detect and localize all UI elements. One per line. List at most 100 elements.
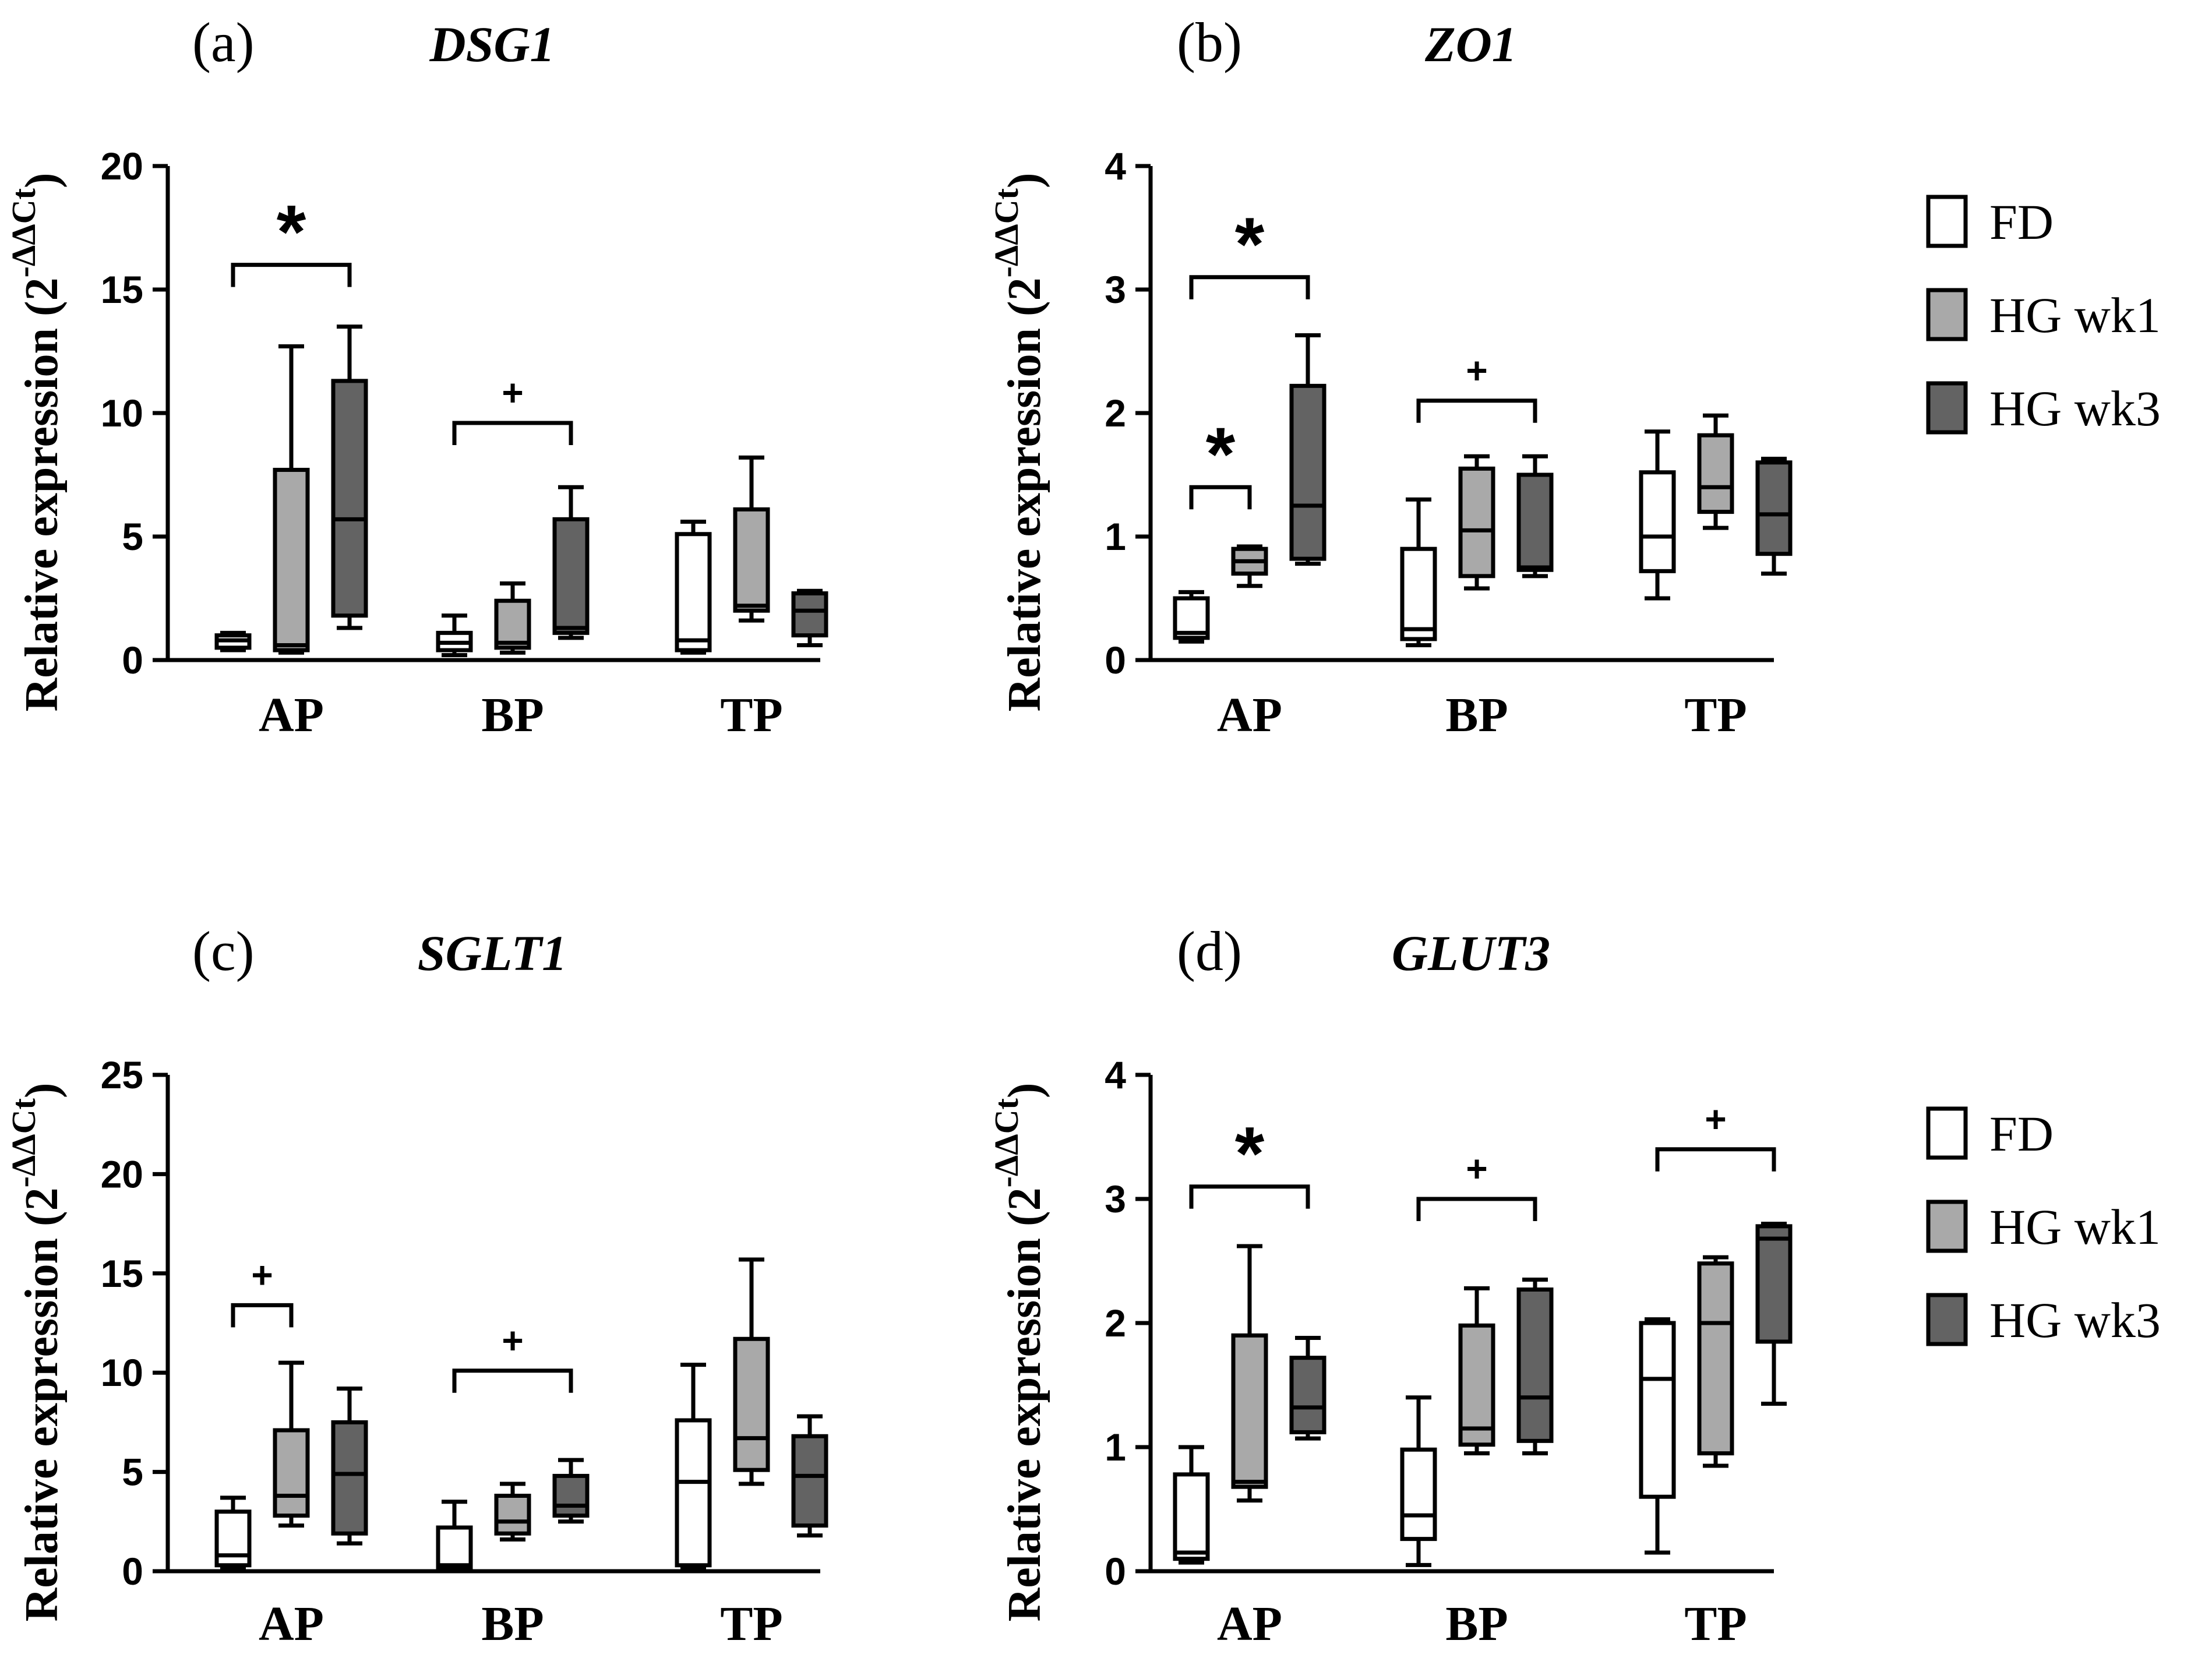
y-tick-label: 15	[101, 1252, 143, 1295]
significance-plus: +	[1466, 1148, 1487, 1190]
category-label: TP	[720, 1597, 782, 1651]
box-iqr	[675, 532, 712, 652]
y-label-superscript: -ΔΔCt	[987, 188, 1025, 277]
box-iqr	[733, 1336, 770, 1472]
box-hg-wk1-ap	[1231, 544, 1268, 588]
significance-bracket: +	[452, 1320, 573, 1393]
significance-plus: +	[502, 1320, 523, 1361]
box-iqr	[791, 1434, 828, 1528]
y-axis-label: Relative expression (2-ΔΔCt)	[5, 1083, 68, 1622]
y-tick-label: 4	[1105, 1053, 1126, 1096]
y-axis-label: Relative expression (2-ΔΔCt)	[5, 173, 68, 712]
y-tick-label: 3	[1105, 268, 1126, 311]
box-hg-wk1-bp	[494, 581, 531, 655]
box-hg-wk1-ap	[273, 344, 310, 655]
bracket-line	[1189, 485, 1252, 510]
box-hg-wk3-ap	[1289, 333, 1327, 566]
legend-label: FD	[1989, 194, 2054, 250]
box-hg-wk3-bp	[552, 1458, 590, 1524]
box-iqr	[494, 1493, 531, 1536]
box-iqr	[552, 1473, 590, 1518]
panel-letter: (d)	[1177, 920, 1242, 982]
legend-swatch	[1926, 1106, 1968, 1160]
box-iqr	[1697, 433, 1734, 514]
significance-bracket: +	[1655, 1098, 1776, 1172]
y-tick-label: 4	[1105, 144, 1126, 188]
box-iqr	[1639, 1321, 1676, 1499]
box-hg-wk3-bp	[1516, 1277, 1554, 1456]
y-tick-label: 25	[101, 1053, 143, 1096]
box-iqr	[1458, 466, 1495, 579]
box-fd-tp	[675, 520, 712, 655]
y-label-superscript: -ΔΔCt	[987, 1098, 1025, 1187]
significance-bracket: +	[231, 1254, 294, 1328]
legend-label: HG wk1	[1989, 287, 2161, 343]
box-iqr	[273, 468, 310, 652]
y-tick-label: 1	[1105, 515, 1126, 558]
box-iqr	[1755, 1224, 1793, 1344]
legend-swatch	[1926, 195, 1968, 248]
box-iqr	[1458, 1323, 1495, 1447]
y-tick-label: 2	[1105, 1301, 1126, 1345]
significance-bracket: *	[1189, 411, 1252, 510]
box-fd-tp	[1639, 1317, 1676, 1555]
significance-star: *	[1235, 1111, 1265, 1196]
legend-bottom: FD HG wk1 HG wk3	[1926, 1106, 2161, 1348]
box-hg-wk3-tp	[791, 1414, 828, 1538]
y-label-close: )	[16, 1083, 68, 1099]
box-fd-bp	[1400, 497, 1437, 648]
legend-swatch	[1926, 1200, 1968, 1253]
box-iqr	[1400, 1447, 1437, 1542]
box-fd-bp	[1400, 1395, 1437, 1567]
bracket-line	[1655, 1147, 1776, 1172]
significance-plus: +	[502, 372, 523, 414]
bracket-line	[231, 263, 352, 287]
panel-letter: (a)	[192, 11, 255, 73]
y-tick-label: 0	[122, 1550, 143, 1593]
category-label: BP	[1445, 688, 1508, 742]
y-tick-label: 15	[101, 268, 143, 311]
bracket-line	[452, 1368, 573, 1393]
box-iqr	[1516, 1287, 1554, 1443]
y-label-main: Relative expression (2	[999, 1187, 1050, 1621]
box-iqr	[675, 1418, 712, 1568]
panel-letter: (b)	[1177, 11, 1242, 73]
box-iqr	[273, 1428, 310, 1518]
box-hg-wk3-ap	[331, 1386, 368, 1546]
box-hg-wk3-ap	[1289, 1336, 1327, 1441]
y-axis-label: Relative expression (2-ΔΔCt)	[987, 1083, 1050, 1622]
bracket-line	[1416, 1197, 1537, 1221]
panel-d: (d) GLUT3 0 1 2 3 4 Relative expression (2-ΔΔCt…	[987, 920, 1793, 1651]
significance-star: *	[1206, 411, 1236, 496]
bracket-line	[231, 1303, 294, 1328]
bracket-line	[1189, 1184, 1310, 1209]
box-iqr	[1400, 546, 1437, 641]
category-label: AP	[1217, 688, 1282, 742]
category-label: AP	[259, 1597, 324, 1651]
y-label-close: )	[999, 173, 1050, 189]
box-fd-ap	[1173, 1445, 1210, 1565]
category-label: BP	[1445, 1597, 1508, 1651]
box-hg-wk1-ap	[273, 1360, 310, 1528]
y-label-superscript: -ΔΔCt	[5, 188, 43, 277]
box-iqr	[1639, 470, 1676, 573]
box-iqr	[1289, 1356, 1327, 1434]
category-label: BP	[481, 688, 544, 742]
significance-plus: +	[251, 1254, 273, 1296]
y-label-main: Relative expression (2	[16, 277, 68, 711]
y-axis-label: Relative expression (2-ΔΔCt)	[987, 173, 1050, 712]
box-fd-ap	[214, 1495, 252, 1569]
box-hg-wk3-tp	[1755, 1222, 1793, 1406]
y-label-superscript: -ΔΔCt	[5, 1098, 43, 1187]
y-tick-label: 1	[1105, 1426, 1126, 1469]
y-tick-label: 10	[101, 1351, 143, 1394]
y-tick-label: 3	[1105, 1177, 1126, 1221]
y-tick-label: 0	[1105, 1550, 1126, 1593]
box-iqr	[1289, 383, 1327, 561]
y-label-main: Relative expression (2	[999, 277, 1050, 711]
y-tick-label: 20	[101, 144, 143, 188]
box-hg-wk3-tp	[1755, 456, 1793, 576]
legend-label: HG wk3	[1989, 380, 2161, 436]
category-label: AP	[259, 688, 324, 742]
